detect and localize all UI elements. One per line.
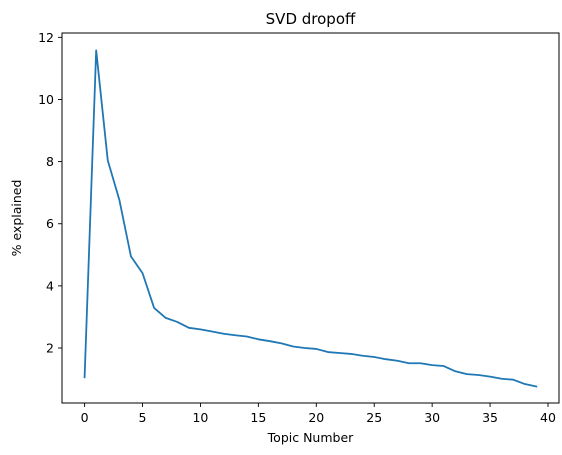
y-tick-label: 12: [38, 30, 54, 45]
chart-title: SVD dropoff: [266, 10, 356, 28]
x-tick-label: 35: [482, 410, 498, 425]
y-tick-label: 8: [46, 154, 54, 169]
x-tick-label: 20: [308, 410, 324, 425]
x-tick-label: 5: [139, 410, 147, 425]
x-tick-label: 40: [540, 410, 556, 425]
x-tick-label: 15: [250, 410, 266, 425]
x-axis-label: Topic Number: [267, 430, 354, 445]
x-tick-label: 0: [81, 410, 89, 425]
y-tick-label: 2: [46, 341, 54, 356]
y-axis-label: % explained: [9, 180, 24, 257]
x-tick-label: 25: [366, 410, 382, 425]
x-tick-label: 10: [192, 410, 208, 425]
y-tick-label: 4: [46, 278, 54, 293]
x-tick-label: 30: [424, 410, 440, 425]
y-tick-label: 10: [38, 92, 54, 107]
y-tick-label: 6: [46, 216, 54, 231]
